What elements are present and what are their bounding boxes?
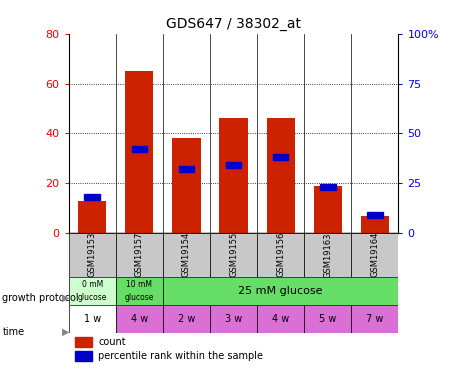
Text: growth protocol: growth protocol	[2, 293, 79, 303]
FancyBboxPatch shape	[69, 277, 116, 304]
Text: GSM19164: GSM19164	[371, 232, 379, 278]
Text: GSM19156: GSM19156	[276, 232, 285, 278]
FancyBboxPatch shape	[257, 233, 304, 277]
FancyBboxPatch shape	[304, 304, 351, 333]
FancyBboxPatch shape	[210, 233, 257, 277]
FancyBboxPatch shape	[116, 277, 163, 304]
Bar	[84, 194, 100, 200]
Text: ▶: ▶	[62, 293, 69, 303]
Text: GSM19163: GSM19163	[323, 232, 333, 278]
Text: time: time	[2, 327, 24, 337]
Bar	[125, 71, 153, 233]
Text: glucose: glucose	[77, 293, 107, 302]
FancyBboxPatch shape	[116, 304, 163, 333]
Bar	[314, 186, 342, 233]
FancyBboxPatch shape	[210, 304, 257, 333]
Text: count: count	[98, 337, 126, 347]
Text: 4 w: 4 w	[272, 314, 289, 324]
Text: glucose: glucose	[125, 293, 154, 302]
Bar	[75, 351, 92, 361]
Bar	[367, 212, 383, 218]
Bar	[361, 216, 389, 233]
Bar	[131, 146, 147, 152]
FancyBboxPatch shape	[257, 304, 304, 333]
Text: 7 w: 7 w	[366, 314, 384, 324]
Text: percentile rank within the sample: percentile rank within the sample	[98, 351, 263, 361]
Text: 25 mM glucose: 25 mM glucose	[239, 286, 323, 296]
Bar	[179, 166, 194, 172]
FancyBboxPatch shape	[351, 304, 398, 333]
Text: 10 mM: 10 mM	[126, 280, 153, 290]
Text: ▶: ▶	[62, 327, 69, 337]
Bar	[226, 162, 241, 168]
Bar	[75, 337, 92, 346]
Text: 0 mM: 0 mM	[82, 280, 103, 290]
Bar	[320, 184, 336, 190]
Bar	[273, 154, 289, 160]
Title: GDS647 / 38302_at: GDS647 / 38302_at	[166, 17, 301, 32]
FancyBboxPatch shape	[304, 233, 351, 277]
Text: 5 w: 5 w	[319, 314, 337, 324]
FancyBboxPatch shape	[163, 233, 210, 277]
Text: GSM19157: GSM19157	[135, 232, 144, 278]
Text: GSM19154: GSM19154	[182, 232, 191, 278]
Text: 3 w: 3 w	[225, 314, 242, 324]
Bar	[78, 201, 106, 233]
Text: 1 w: 1 w	[84, 314, 101, 324]
FancyBboxPatch shape	[116, 233, 163, 277]
FancyBboxPatch shape	[163, 304, 210, 333]
FancyBboxPatch shape	[351, 233, 398, 277]
Bar	[267, 118, 295, 233]
FancyBboxPatch shape	[69, 304, 116, 333]
Text: 2 w: 2 w	[178, 314, 195, 324]
Text: GSM19155: GSM19155	[229, 232, 238, 278]
Bar	[219, 118, 248, 233]
Text: 4 w: 4 w	[131, 314, 148, 324]
FancyBboxPatch shape	[69, 233, 116, 277]
Bar	[172, 138, 201, 233]
Text: GSM19153: GSM19153	[88, 232, 97, 278]
FancyBboxPatch shape	[163, 277, 398, 304]
